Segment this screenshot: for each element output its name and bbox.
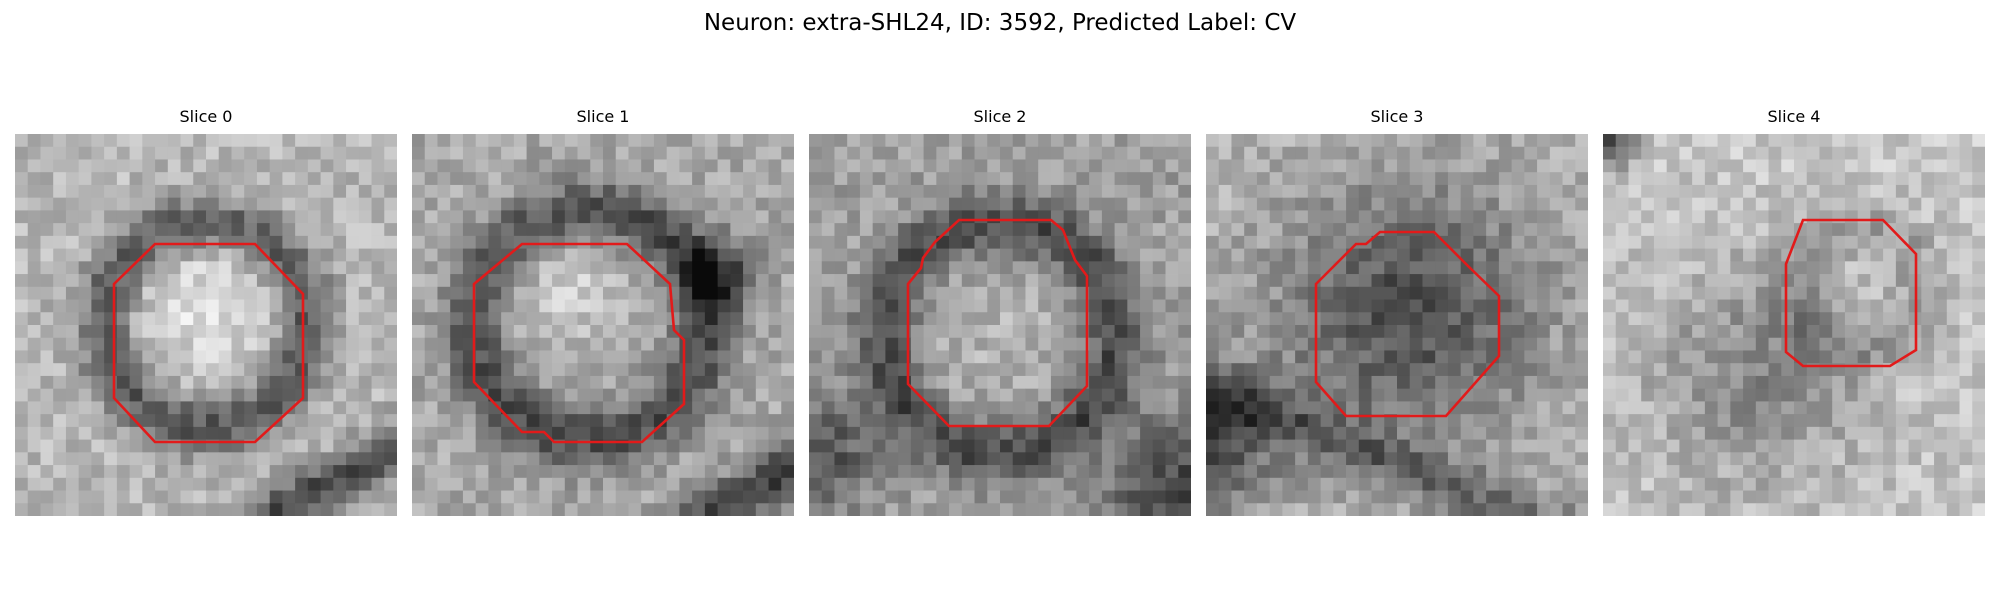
slice-image — [1603, 134, 1985, 516]
grayscale-pixel-grid — [809, 134, 1191, 516]
slice-title: Slice 0 — [179, 107, 233, 126]
cell-contour — [112, 242, 305, 444]
slice-image — [809, 134, 1191, 516]
cell-contour — [472, 242, 686, 444]
grayscale-pixel-grid — [15, 134, 397, 516]
cell-contour — [1314, 230, 1501, 418]
slice-title: Slice 2 — [973, 107, 1027, 126]
slice-image — [412, 134, 794, 516]
slice-title: Slice 4 — [1767, 107, 1821, 126]
slice-image — [15, 134, 397, 516]
grayscale-pixel-grid — [412, 134, 794, 516]
grayscale-pixel-grid — [1603, 134, 1985, 516]
cell-contour — [906, 218, 1089, 428]
cell-contour — [1784, 218, 1918, 368]
figure-title: Neuron: extra-SHL24, ID: 3592, Predicted… — [703, 10, 1297, 36]
slice-title: Slice 1 — [576, 107, 630, 126]
grayscale-pixel-grid — [1206, 134, 1588, 516]
slice-title: Slice 3 — [1370, 107, 1424, 126]
slice-image — [1206, 134, 1588, 516]
